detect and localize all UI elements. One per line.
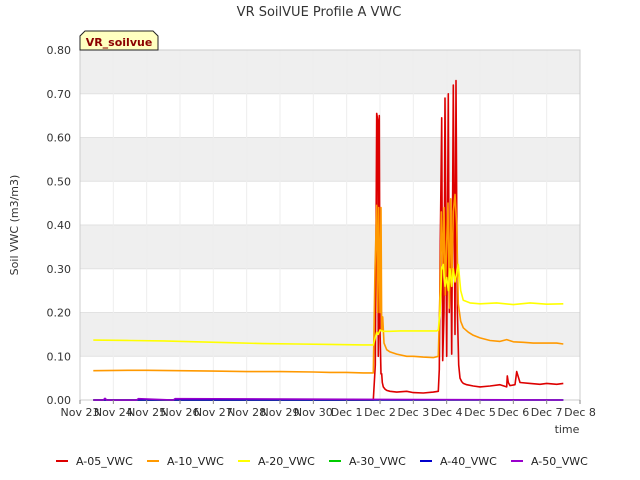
x-tick-label: Nov 29 [261,406,300,419]
legend-label: A-05_VWC [76,455,133,468]
y-tick-label: 0.30 [47,263,72,276]
legend: A-05_VWC A-10_VWC A-20_VWC A-30_VWC A-40_VWC… [56,455,588,468]
station-tag: VR_soilvue [79,30,159,51]
x-tick-label: Dec 5 [464,406,496,419]
y-tick-label: 0.80 [47,44,72,57]
background-band [80,225,580,269]
x-tick-label: Dec 4 [431,406,463,419]
x-axis-label: time [555,423,580,436]
background-band [80,312,580,357]
legend-label: A-10_VWC [167,455,224,468]
x-tick-label: Dec 6 [497,406,529,419]
x-tick-label: Nov 24 [94,406,133,419]
legend-label: A-20_VWC [258,455,315,468]
chart-title: VR SoilVUE Profile A VWC [237,5,402,20]
x-tick-label: Dec 7 [531,406,563,419]
x-tick-label: Dec 1 [331,406,363,419]
x-tick-label: Nov 25 [127,406,166,419]
x-tick-label: Nov 26 [161,406,200,419]
x-tick-label: Dec 2 [364,406,396,419]
series-line-a-10-vwc [93,193,564,374]
y-axis-label: Soil VWC (m3/m3) [8,175,21,276]
y-tick-label: 0.20 [47,307,72,320]
y-tick-label: 0.50 [47,175,72,188]
legend-label: A-40_VWC [440,455,497,468]
y-tick-label: 0.60 [47,132,72,145]
y-tick-label: 0.00 [47,394,72,407]
station-tag-label: VR_soilvue [86,36,153,49]
series-line-a-50-vwc [93,397,564,401]
series-group [93,79,564,401]
x-tick-label: Nov 30 [294,406,333,419]
legend-label: A-30_VWC [349,455,406,468]
background-band [80,137,580,182]
y-tick-label: 0.10 [47,350,72,363]
series-line-a-20-vwc [93,263,564,346]
x-tick-label: Dec 3 [397,406,429,419]
x-tick-label: Nov 28 [227,406,266,419]
background-band [80,50,580,94]
x-tick-label: Nov 23 [61,406,100,419]
legend-label: A-50_VWC [531,455,588,468]
y-axis-ticks: 0.00 0.10 0.20 0.30 0.40 0.50 0.60 0.70 0.80 [47,44,72,407]
plot-background-bands [80,50,580,357]
x-tick-label: Nov 27 [194,406,233,419]
y-tick-label: 0.70 [47,88,72,101]
y-tick-label: 0.40 [47,219,72,232]
x-tick-label: Dec 8 [564,406,596,419]
